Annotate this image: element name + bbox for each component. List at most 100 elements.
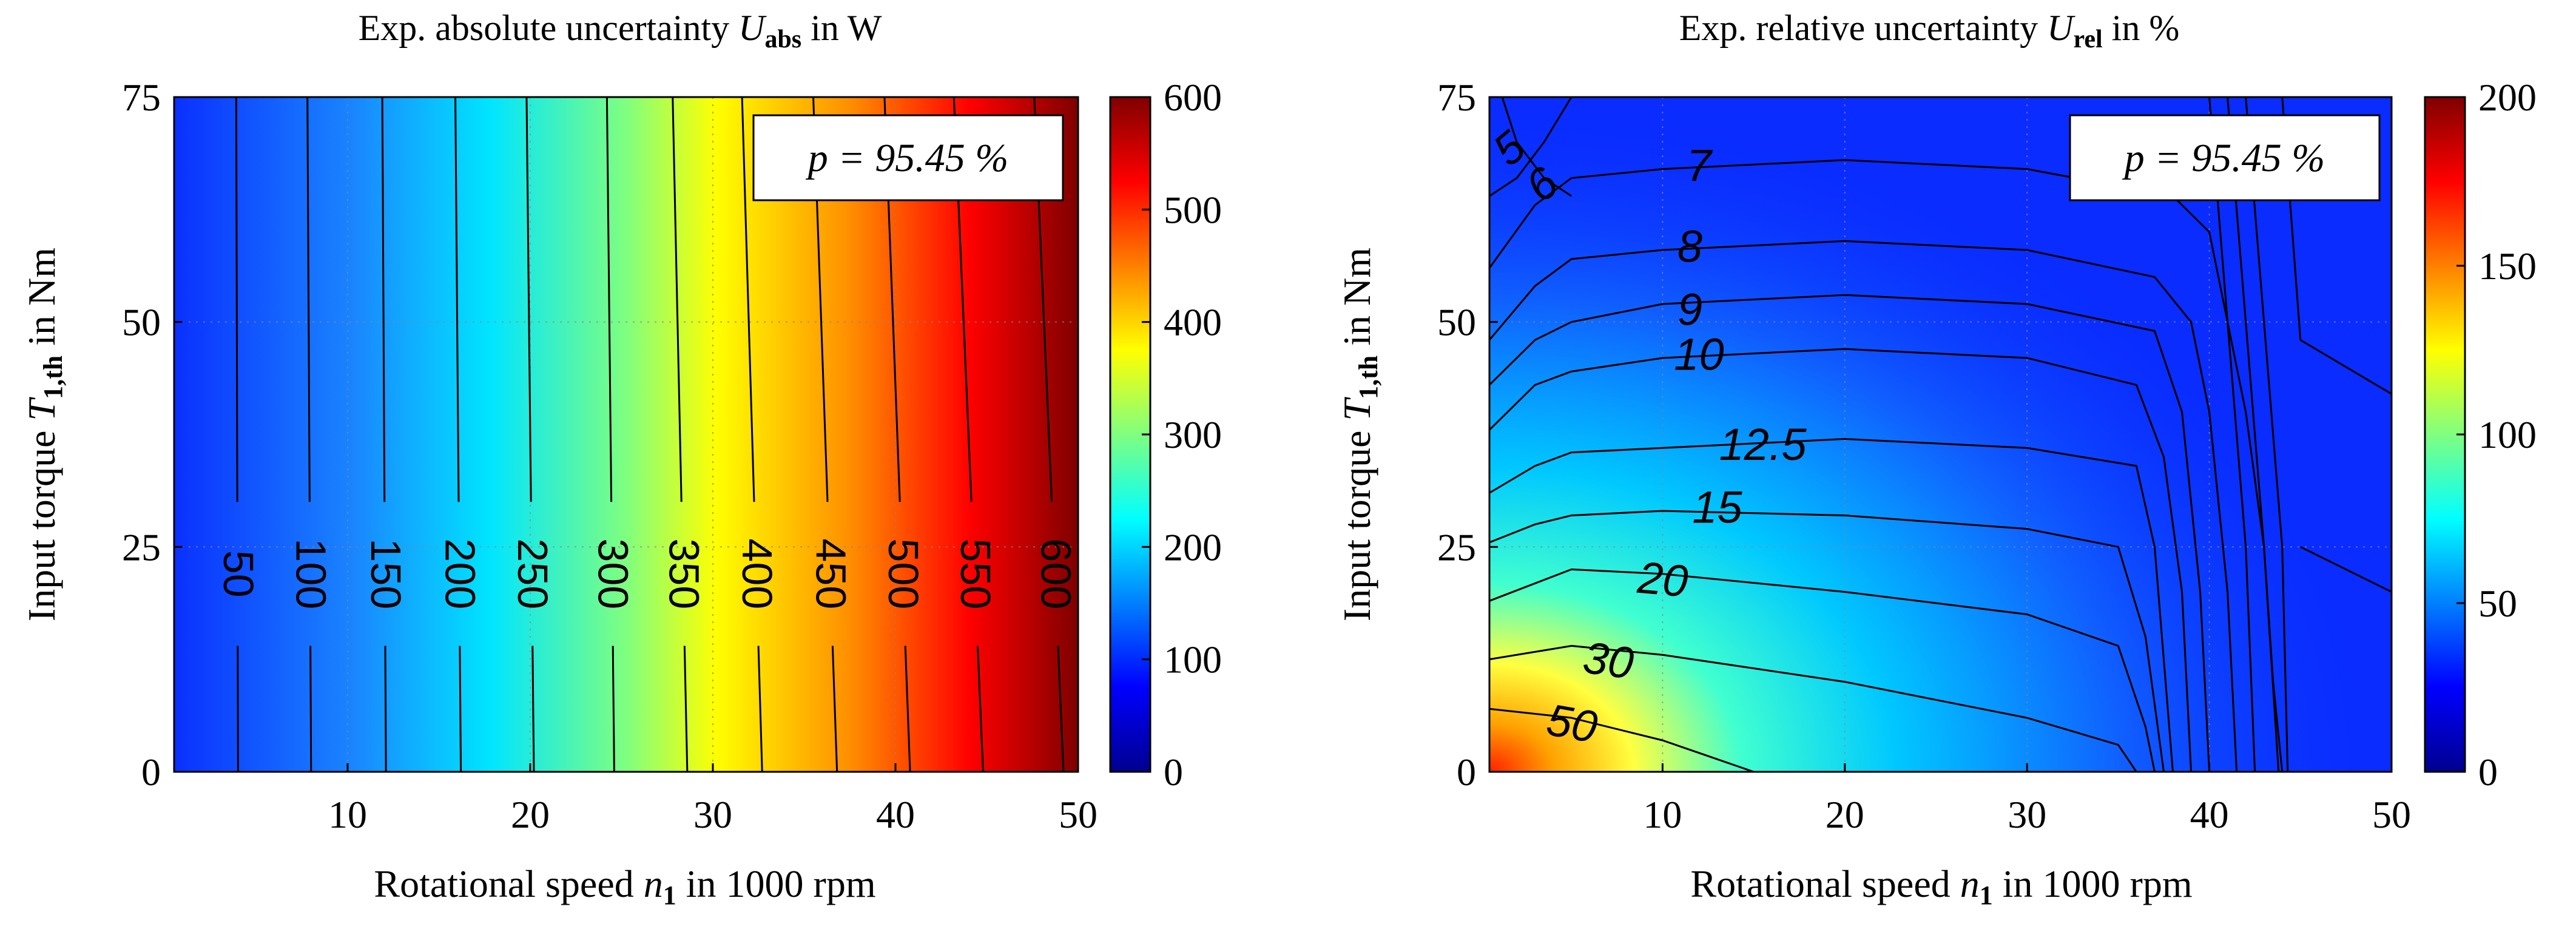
contour-line [683, 646, 689, 772]
contour-lines: 50 100 150 200 250 300 350 400 450 500 550 600 [215, 96, 1079, 772]
contour-line [235, 96, 238, 502]
colorbar-ticks: 0 50 100 150 200 [2456, 76, 2537, 794]
confidence-annotation: p = 95.45 % [752, 114, 1064, 201]
contour-label: 300 [589, 538, 636, 609]
absolute-uncertainty-panel: Exp. absolute uncertainty Uabs in W 50 10… [20, 8, 1222, 910]
contour-line [531, 646, 535, 772]
heatmap-fill [174, 97, 1078, 772]
confidence-annotation: p = 95.45 % [2069, 114, 2381, 201]
x-tick-label: 10 [1643, 793, 1682, 836]
contour-line [831, 646, 838, 772]
colorbar-tick-label: 100 [1164, 638, 1222, 681]
contour-line [757, 646, 763, 772]
contour-label: 7 [1687, 140, 1713, 191]
contour-label: 250 [509, 538, 556, 609]
y-tick-label: 50 [1437, 301, 1476, 344]
x-axis-label: Rotational speed n1 in 1000 rpm [1690, 862, 2192, 910]
x-tick-label: 50 [2372, 793, 2411, 836]
contour-line [2227, 96, 2280, 772]
contour-line [1489, 96, 1573, 197]
colorbar-tick-label: 0 [2478, 751, 2498, 794]
annotation-text: p = 95.45 % [2122, 136, 2325, 180]
contour-line [384, 646, 387, 772]
contour-label: 550 [952, 538, 999, 609]
contour-label: 350 [660, 538, 707, 609]
contour-line [525, 96, 532, 502]
colorbar-tick-label: 500 [1164, 188, 1222, 231]
chart-title: Exp. relative uncertainty Urel in % [1679, 8, 2180, 53]
contour-line [741, 96, 755, 502]
y-tick-label: 25 [122, 525, 161, 569]
x-tick-label: 30 [2008, 793, 2046, 836]
contour-label: 9 [1677, 284, 1702, 334]
contour-line [1488, 294, 2211, 772]
contour-line [1489, 707, 1755, 773]
contour-label: 10 [1674, 329, 1724, 380]
y-tick-label: 25 [1437, 525, 1476, 569]
x-axis-ticks: 10 20 30 40 50 [328, 763, 1097, 836]
colorbar-tick-label: 50 [2478, 582, 2517, 625]
colorbar-tick-label: 200 [1164, 525, 1222, 569]
axes-frame [1488, 96, 2393, 773]
y-tick-label: 0 [141, 751, 161, 794]
colorbar-tick-label: 200 [2478, 76, 2537, 119]
colorbar-ticks: 0 100 200 300 400 500 600 [1142, 76, 1222, 794]
contour-label: 12.5 [1719, 419, 1807, 470]
contour-label: 20 [1635, 552, 1690, 607]
x-tick-label: 20 [511, 793, 550, 836]
colorbar-tick-label: 150 [2478, 245, 2537, 288]
contour-line [904, 646, 911, 772]
x-tick-label: 30 [693, 793, 732, 836]
contour-line [672, 96, 683, 502]
relative-uncertainty-panel: Exp. relative uncertainty Urel in % 56 78… [1335, 8, 2537, 910]
contour-line [306, 96, 311, 502]
contour-line [1057, 646, 1065, 772]
contour-line [2245, 96, 2289, 772]
y-axis-ticks: 0 25 50 75 [122, 76, 183, 794]
contour-line [2208, 96, 2256, 772]
contour-label: 15 [1692, 482, 1742, 533]
colorbar-tick-label: 400 [1164, 301, 1222, 344]
contour-line [976, 646, 984, 772]
contour-label: 450 [808, 538, 855, 609]
x-tick-label: 40 [876, 793, 915, 836]
contour-label: 100 [288, 538, 335, 609]
x-axis-label: Rotational speed n1 in 1000 rpm [374, 862, 875, 910]
contour-line [454, 96, 460, 502]
contour-line [2300, 545, 2392, 593]
annotation-text: p = 95.45 % [806, 136, 1009, 180]
x-tick-label: 40 [2190, 793, 2229, 836]
heatmap-hotspot [1489, 97, 2392, 772]
contour-label: 200 [436, 538, 484, 609]
contour-label: 50 [215, 550, 262, 598]
contour-line [459, 646, 462, 772]
contour-line [1489, 437, 2174, 772]
contour-line [612, 646, 615, 772]
contour-line [1489, 510, 2165, 772]
contour-label: 500 [880, 538, 927, 609]
colorbar-tick-label: 300 [1164, 413, 1222, 456]
x-tick-label: 20 [1826, 793, 1864, 836]
contour-label: 30 [1580, 632, 1637, 689]
y-tick-label: 75 [122, 76, 161, 119]
y-axis-label: Input torque T1,th in Nm [1335, 248, 1383, 621]
x-tick-label: 10 [328, 793, 367, 836]
y-axis-ticks: 0 25 50 75 [1437, 76, 1498, 794]
contour-line [381, 96, 386, 502]
contour-line [1488, 240, 2238, 772]
y-tick-label: 50 [122, 301, 161, 344]
colorbar-tick-label: 0 [1164, 751, 1183, 794]
contour-label: 400 [733, 538, 781, 609]
colorbar-tick-label: 100 [2478, 413, 2537, 456]
contour-label: 150 [362, 538, 410, 609]
contour-label: 600 [1032, 538, 1079, 609]
y-axis-label: Input torque T1,th in Nm [20, 248, 68, 621]
x-tick-label: 50 [1059, 793, 1097, 836]
axes-frame [173, 96, 1079, 773]
y-tick-label: 0 [1457, 751, 1476, 794]
y-tick-label: 75 [1437, 76, 1476, 119]
x-axis-ticks: 10 20 30 40 50 [1643, 763, 2411, 836]
contour-line [1489, 644, 2137, 772]
contour-label: 50 [1543, 694, 1600, 752]
contour-line [1489, 568, 2156, 772]
